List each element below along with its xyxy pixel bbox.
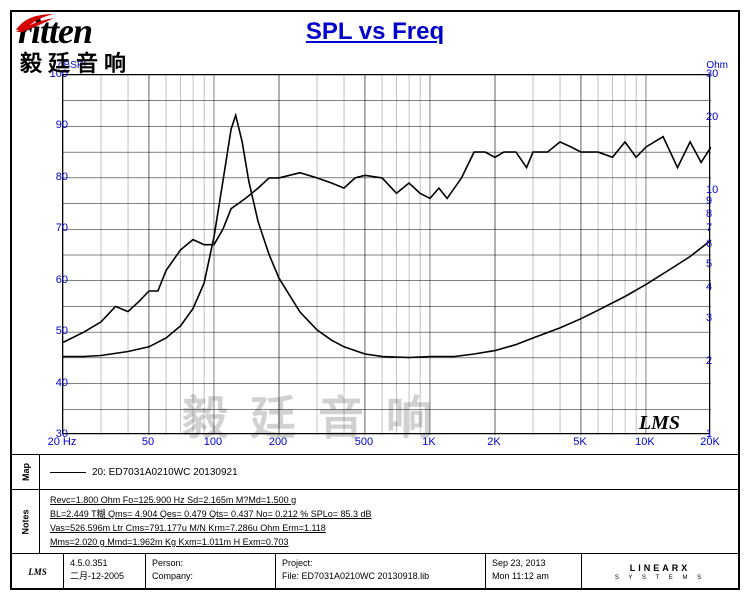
- file-text: File: ED7031A0210WC 20130918.lib: [282, 570, 479, 583]
- notes-content: Revc=1.800 Ohm Fo=125.900 Hz Sd=2.165m M…: [40, 490, 738, 553]
- brand-cn: 毅廷音响: [20, 46, 132, 78]
- person-label: Person:: [152, 557, 269, 570]
- notes-tab: Notes: [12, 490, 40, 553]
- legend-content: 20: ED7031A0210WC 20130921: [40, 455, 738, 489]
- footer-person: Person: Company:: [146, 554, 276, 590]
- y-left-tick: 80: [46, 171, 68, 183]
- footer-project: Project: File: ED7031A0210WC 20130918.li…: [276, 554, 486, 590]
- notes-row: Notes Revc=1.800 Ohm Fo=125.900 Hz Sd=2.…: [12, 490, 738, 554]
- y-left-tick: 70: [46, 222, 68, 234]
- legend-line-icon: [50, 472, 86, 473]
- date-text: Sep 23, 2013: [492, 557, 575, 570]
- notes-l1: Revc=1.800 Ohm Fo=125.900 Hz Sd=2.165m M…: [50, 494, 728, 508]
- footer-date: Sep 23, 2013 Mon 11:12 am: [486, 554, 582, 590]
- x-tick: 10K: [635, 436, 655, 448]
- legend-row: Map 20: ED7031A0210WC 20130921: [12, 454, 738, 490]
- x-tick: 500: [355, 436, 373, 448]
- outer-frame: ritten 毅廷音响 SPL vs Freq dBSPL Ohm 毅廷音响 L…: [10, 10, 740, 590]
- y-right-tick: 7: [706, 222, 728, 234]
- x-tick: 5K: [573, 436, 586, 448]
- x-tick: 20K: [700, 436, 720, 448]
- y-left-tick: 50: [46, 325, 68, 337]
- y-left-tick: 90: [46, 119, 68, 131]
- y-right-tick: 4: [706, 281, 728, 293]
- y-right-tick: 10: [706, 184, 728, 196]
- x-tick: 2K: [487, 436, 500, 448]
- version-text: 4.5.0.351: [70, 557, 139, 570]
- plot-svg: [63, 75, 711, 435]
- notes-l3: Vas=526.596m Ltr Cms=791.177u M/N Krm=7.…: [50, 522, 728, 536]
- x-tick: 200: [269, 436, 287, 448]
- linearx-text: LINEARX: [630, 562, 691, 575]
- y-left-tick: 40: [46, 377, 68, 389]
- brand-logo: ritten 毅廷音响: [18, 10, 132, 78]
- x-tick: 1K: [422, 436, 435, 448]
- project-label: Project:: [282, 557, 479, 570]
- y-right-tick: 2: [706, 355, 728, 367]
- time-text: Mon 11:12 am: [492, 570, 575, 583]
- plot-area: [62, 74, 710, 434]
- footer: LMS 4.5.0.351 二月-12-2005 Person: Company…: [12, 554, 738, 590]
- company-label: Company:: [152, 570, 269, 583]
- systems-text: S Y S T E M S: [615, 574, 705, 582]
- lms-watermark: LMS: [639, 412, 680, 435]
- map-tab: Map: [12, 455, 40, 489]
- build-date: 二月-12-2005: [70, 570, 139, 583]
- footer-version: 4.5.0.351 二月-12-2005: [64, 554, 146, 590]
- notes-l2: BL=2.449 T糊 Qms= 4.904 Qes= 0.479 Qts= 0…: [50, 508, 728, 522]
- impedance-curve: [63, 115, 711, 357]
- footer-linearx: LINEARX S Y S T E M S: [582, 554, 738, 590]
- x-tick: 50: [142, 436, 154, 448]
- y-right-tick: 8: [706, 208, 728, 220]
- y-right-tick: 5: [706, 258, 728, 270]
- y-right-tick: 30: [706, 68, 728, 80]
- y-right-tick: 3: [706, 312, 728, 324]
- y-right-tick: 9: [706, 195, 728, 207]
- notes-l4: Mms=2.020 g Mmd=1.962m Kg Kxm=1.011m H E…: [50, 536, 728, 550]
- footer-lms: LMS: [12, 554, 64, 590]
- x-tick: 100: [204, 436, 222, 448]
- y-left-tick: 60: [46, 274, 68, 286]
- x-tick: 20 Hz: [48, 436, 77, 448]
- y-right-tick: 20: [706, 111, 728, 123]
- logo-swoosh-icon: [14, 12, 56, 34]
- y-right-tick: 6: [706, 238, 728, 250]
- spl-curve: [63, 137, 711, 343]
- legend-label: 20: ED7031A0210WC 20130921: [92, 467, 238, 478]
